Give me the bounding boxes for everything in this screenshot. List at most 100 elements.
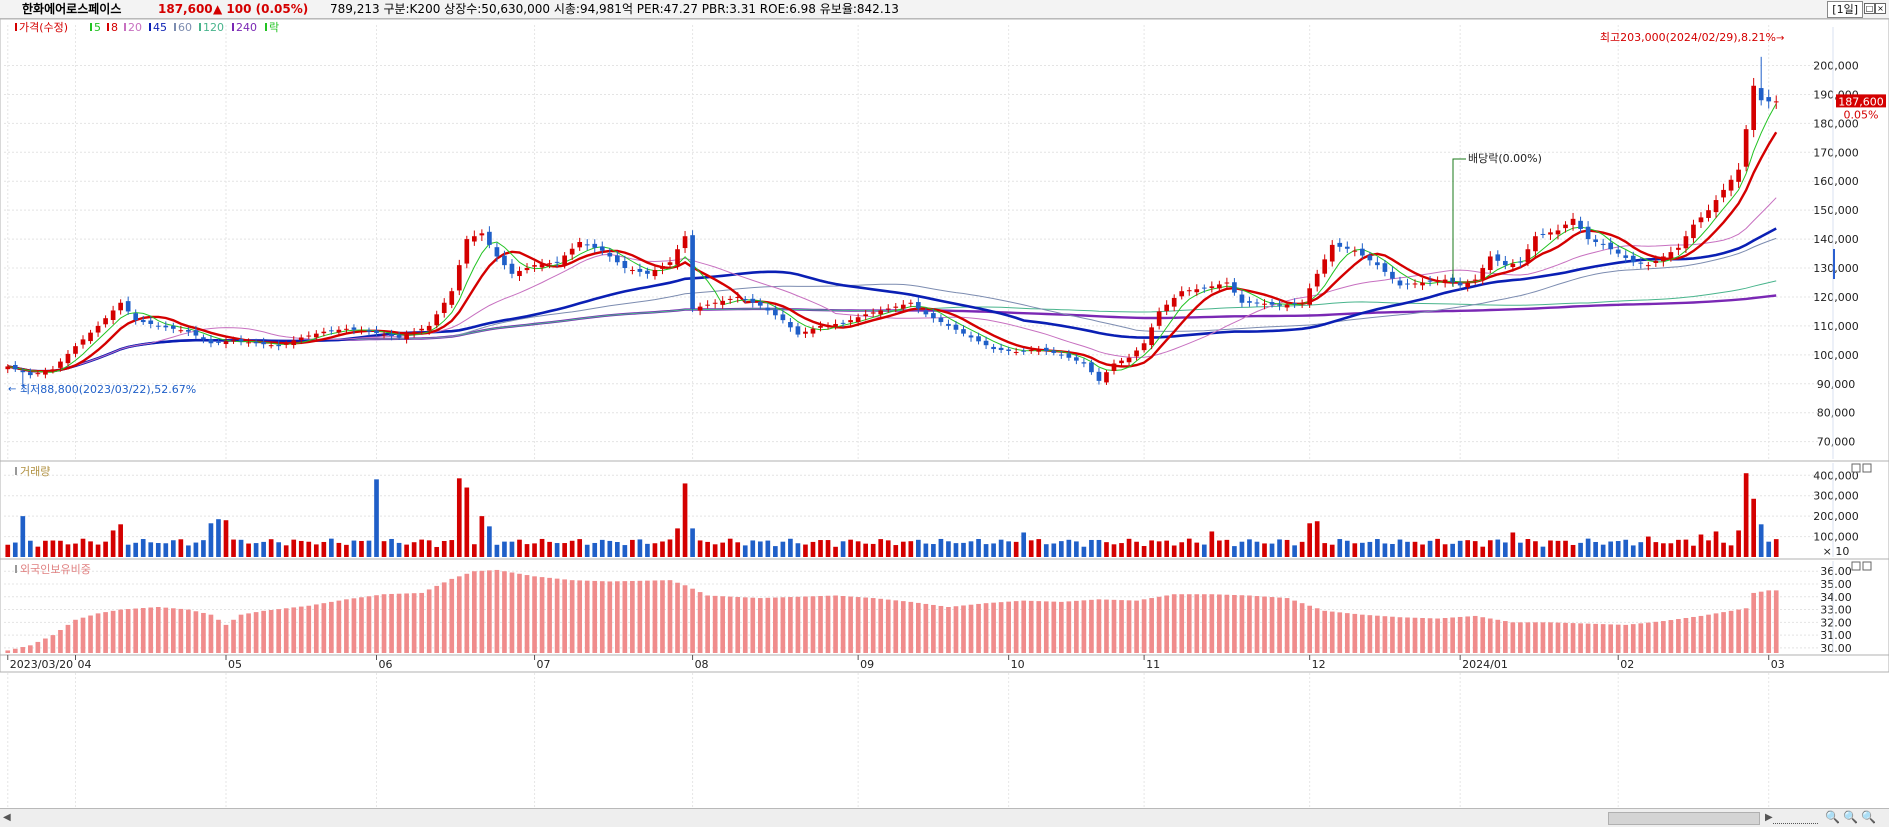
- volume-bar: [855, 541, 861, 557]
- foreign-ownership-bar: [1555, 622, 1561, 653]
- volume-bar: [261, 541, 266, 557]
- foreign-ownership-bar: [28, 645, 33, 653]
- volume-bar: [1021, 532, 1027, 557]
- candle-body: [163, 325, 169, 328]
- volume-bar: [283, 545, 289, 557]
- volume-bar: [577, 539, 583, 557]
- foreign-ownership-bar: [449, 578, 455, 653]
- volume-bar: [1224, 539, 1230, 557]
- foreign-ownership-bar: [1706, 614, 1711, 653]
- volume-bar: [961, 542, 966, 557]
- volume-bar: [1141, 545, 1147, 557]
- foreign-ownership-bar: [1104, 599, 1109, 653]
- foreign-ownership-bar: [1442, 617, 1448, 653]
- candle-body: [208, 339, 214, 344]
- candle-body: [1540, 233, 1546, 235]
- candle-body: [1239, 294, 1245, 303]
- close-icon[interactable]: ×: [1875, 3, 1886, 14]
- volume-bar: [201, 540, 206, 557]
- foreign-ownership-bar: [1006, 601, 1011, 653]
- candle-body: [577, 242, 583, 248]
- candle-body: [381, 334, 387, 336]
- foreign-ownership-bar: [750, 597, 756, 653]
- foreign-ownership-bar: [682, 585, 688, 653]
- scroll-left-icon[interactable]: ◀: [3, 812, 11, 823]
- x-tick-label: 06: [379, 658, 393, 671]
- volume-bar: [103, 541, 108, 557]
- foreign-ownership-bar: [133, 608, 139, 653]
- volume-bar: [140, 539, 146, 557]
- candle-body: [1728, 179, 1734, 191]
- volume-bar: [682, 483, 688, 557]
- foreign-ownership-bar: [1736, 609, 1741, 653]
- candle-body: [434, 314, 440, 326]
- foreign-ownership-bar: [825, 595, 831, 653]
- candle-body: [366, 330, 372, 332]
- candle-body: [1194, 289, 1200, 293]
- period-button[interactable]: [1일]: [1827, 1, 1863, 18]
- volume-bar: [472, 544, 477, 557]
- foreign-ownership-bar: [193, 611, 199, 653]
- candle-body: [35, 373, 41, 375]
- scroll-thumb[interactable]: [1608, 812, 1760, 825]
- volume-bar: [1119, 543, 1124, 557]
- zoom-fit-icon[interactable]: 🔍: [1861, 810, 1876, 824]
- foreign-ownership-bar: [1502, 621, 1508, 653]
- volume-bar: [456, 478, 462, 557]
- candle-body: [900, 304, 906, 309]
- candle-body: [1736, 169, 1741, 182]
- candle-body: [321, 331, 327, 334]
- candle-body: [1518, 261, 1523, 263]
- foreign-ownership-bar: [1570, 623, 1576, 653]
- footer-scrollbar[interactable]: ◀ ▶ 🔍 🔍 🔍: [0, 808, 1889, 827]
- candle-body: [810, 328, 816, 334]
- foreign-ownership-bar: [780, 597, 786, 653]
- foreign-ownership-bar: [1232, 594, 1237, 653]
- restore-icon[interactable]: □: [1864, 3, 1875, 14]
- volume-bar: [795, 543, 801, 557]
- candle-body: [1397, 280, 1403, 286]
- scroll-right-icon[interactable]: ▶: [1765, 812, 1773, 823]
- volume-restore-icon: [1851, 463, 1861, 473]
- stock-chart[interactable]: 200,000190,000180,000170,000160,000150,0…: [0, 19, 1889, 808]
- volume-bar: [231, 539, 236, 557]
- zoom-in-icon[interactable]: 🔍: [1825, 810, 1840, 824]
- foreign-ownership-bar: [584, 580, 590, 653]
- foreign-ownership-bar: [855, 597, 861, 653]
- volume-bar: [313, 544, 319, 557]
- foreign-ownership-bar: [1721, 612, 1726, 653]
- volume-bar: [1164, 540, 1170, 557]
- candle-body: [1630, 255, 1636, 263]
- foreign-ownership-bar: [532, 576, 537, 653]
- foreign-ownership-bar: [1487, 618, 1493, 653]
- volume-bar: [1691, 545, 1696, 557]
- foreign-ownership-bar: [291, 607, 297, 653]
- volume-bar: [1104, 542, 1109, 557]
- candle-body: [1337, 242, 1343, 247]
- candle-body: [20, 370, 26, 373]
- foreign-ownership-bar: [366, 596, 372, 653]
- volume-bar: [1533, 541, 1538, 557]
- volume-bar: [630, 539, 635, 557]
- zoom-out-icon[interactable]: 🔍: [1843, 810, 1858, 824]
- foreign-ownership-bar: [110, 610, 116, 653]
- volume-bar: [1367, 541, 1373, 557]
- volume-bar: [1299, 541, 1305, 557]
- foreign-ownership-bar: [1375, 615, 1380, 653]
- candle-body: [1089, 362, 1094, 373]
- foreign-ownership-bar: [931, 604, 936, 653]
- volume-bar: [1480, 546, 1486, 557]
- candle-body: [757, 301, 763, 306]
- volume-bar: [216, 519, 221, 557]
- zoom-slider[interactable]: [1773, 812, 1818, 824]
- foreign-ownership-bar: [1096, 599, 1102, 653]
- volume-bar: [351, 540, 357, 557]
- candle-body: [155, 325, 161, 327]
- foreign-close-icon: [1862, 561, 1872, 571]
- foreign-ownership-bar: [1676, 619, 1681, 653]
- volume-tick-label: 300,000: [1813, 490, 1859, 503]
- candle-body: [1111, 363, 1117, 371]
- candle-body: [1292, 303, 1297, 305]
- price-tick-label: 120,000: [1813, 291, 1859, 304]
- volume-bar: [870, 543, 876, 557]
